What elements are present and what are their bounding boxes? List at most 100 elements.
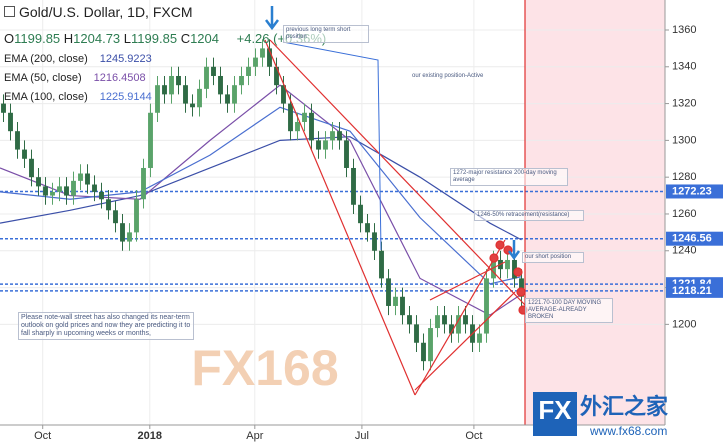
annotation: our short position [522, 252, 584, 263]
candle-body [36, 177, 41, 187]
candle-body [204, 66, 209, 89]
candle-body [127, 232, 132, 242]
candle-body [141, 167, 146, 200]
legend-value: 1225.9144 [99, 91, 152, 103]
candle-body [211, 66, 216, 76]
logo-url: www.fx68.com [589, 424, 667, 438]
watermark: FX168 [191, 340, 338, 396]
candle-body [351, 167, 356, 205]
candle-body [477, 333, 482, 343]
candle-body [218, 75, 223, 95]
candle-body [407, 315, 412, 325]
ema-lines [0, 84, 522, 316]
y-tick-label: 1300 [672, 134, 696, 146]
candle-body [239, 75, 244, 86]
legend-value: 1245.9223 [99, 53, 152, 65]
level-tag [666, 184, 723, 199]
connector [282, 41, 382, 251]
candle-body [505, 259, 510, 270]
candle-body [225, 94, 230, 104]
logo-mark: FX [538, 395, 572, 425]
ohlc-row: O1199.85 H1204.73 L1199.85 C1204 +4.26 (… [4, 31, 326, 46]
collapse-icon[interactable] [4, 6, 15, 17]
candle-body [414, 324, 419, 343]
candle-body [29, 158, 34, 178]
candle-body [316, 140, 321, 150]
candle-body [442, 315, 447, 325]
marker [495, 240, 505, 250]
y-tick-label: 1340 [672, 61, 696, 73]
candle-body [274, 66, 279, 86]
level-tag [666, 231, 723, 246]
marker [489, 253, 499, 263]
candle-body [99, 191, 104, 200]
ohlc-label: O [4, 31, 15, 46]
candle-body [260, 48, 265, 58]
marker [516, 287, 526, 297]
candle-body [120, 223, 125, 242]
candle-body [302, 112, 307, 122]
arrow [507, 240, 521, 261]
candle-body [162, 85, 167, 95]
candle-body [134, 199, 139, 233]
trend-line [414, 291, 516, 391]
candle-body [449, 324, 454, 334]
trend-line [414, 239, 506, 396]
candle-body [344, 140, 349, 168]
candle-body [106, 199, 111, 211]
candle-body [8, 112, 13, 132]
trend-line [264, 39, 416, 396]
legend-value: 1216.4508 [93, 72, 146, 84]
ohlc-value: 1199.85 [131, 31, 178, 46]
trend-line [429, 261, 506, 301]
x-tick-label: Oct [34, 430, 51, 442]
y-tick-label: 1360 [672, 24, 696, 36]
x-tick-label: 2018 [138, 430, 162, 442]
candle-body [232, 85, 237, 104]
level-tag [666, 283, 723, 298]
x-tick-label: Apr [246, 430, 263, 442]
candle-body [57, 186, 62, 192]
ema-line [0, 84, 522, 316]
candle-body [288, 103, 293, 132]
candle-body [78, 173, 83, 181]
legend-name: EMA (100, close) [4, 91, 88, 103]
x-tick-label: Jul [355, 430, 369, 442]
candle-body [92, 184, 97, 192]
candle-body [421, 342, 426, 362]
chart-title-row: Gold/U.S. Dollar, 1D, FXCM [4, 4, 193, 20]
candle-body [197, 88, 202, 108]
candle-body [176, 75, 181, 86]
legend-name: EMA (200, close) [4, 53, 88, 65]
candle-body [295, 121, 300, 132]
candle-body [281, 85, 286, 104]
annotation: Please note-wall street has also changed… [18, 312, 194, 340]
candle-body [365, 223, 370, 233]
drawings [264, 0, 528, 425]
candle-body [113, 210, 118, 224]
ohlc-value: 1199.85 [14, 31, 61, 46]
candle-body [190, 103, 195, 108]
candle-body [64, 186, 69, 196]
candle-body [253, 57, 258, 67]
candle-body [400, 296, 405, 316]
candle-body [372, 232, 377, 251]
annotation: our existing position-Active [412, 73, 484, 79]
annotation: 1272-major resistance 200-day moving ave… [450, 168, 568, 186]
y-tick-label: 1280 [672, 171, 696, 183]
candle-body [330, 131, 335, 141]
ohlc-label: C [180, 31, 191, 46]
logo-name: 外汇之家 [580, 394, 669, 419]
candle-body [85, 173, 90, 185]
candle-body [337, 131, 342, 141]
candle-body [358, 204, 363, 224]
y-tick-label: 1240 [672, 245, 696, 257]
annotation: 1221.70-100 DAY MOVING AVERAGE-ALREADY B… [525, 298, 613, 323]
ohlc-value: 1204 [190, 31, 219, 46]
arrow [265, 6, 279, 31]
candle-body [386, 278, 391, 306]
level-label: 1246.56 [672, 233, 712, 245]
candle-body [155, 85, 160, 113]
candle-body [267, 48, 272, 67]
candle-body [43, 186, 48, 196]
